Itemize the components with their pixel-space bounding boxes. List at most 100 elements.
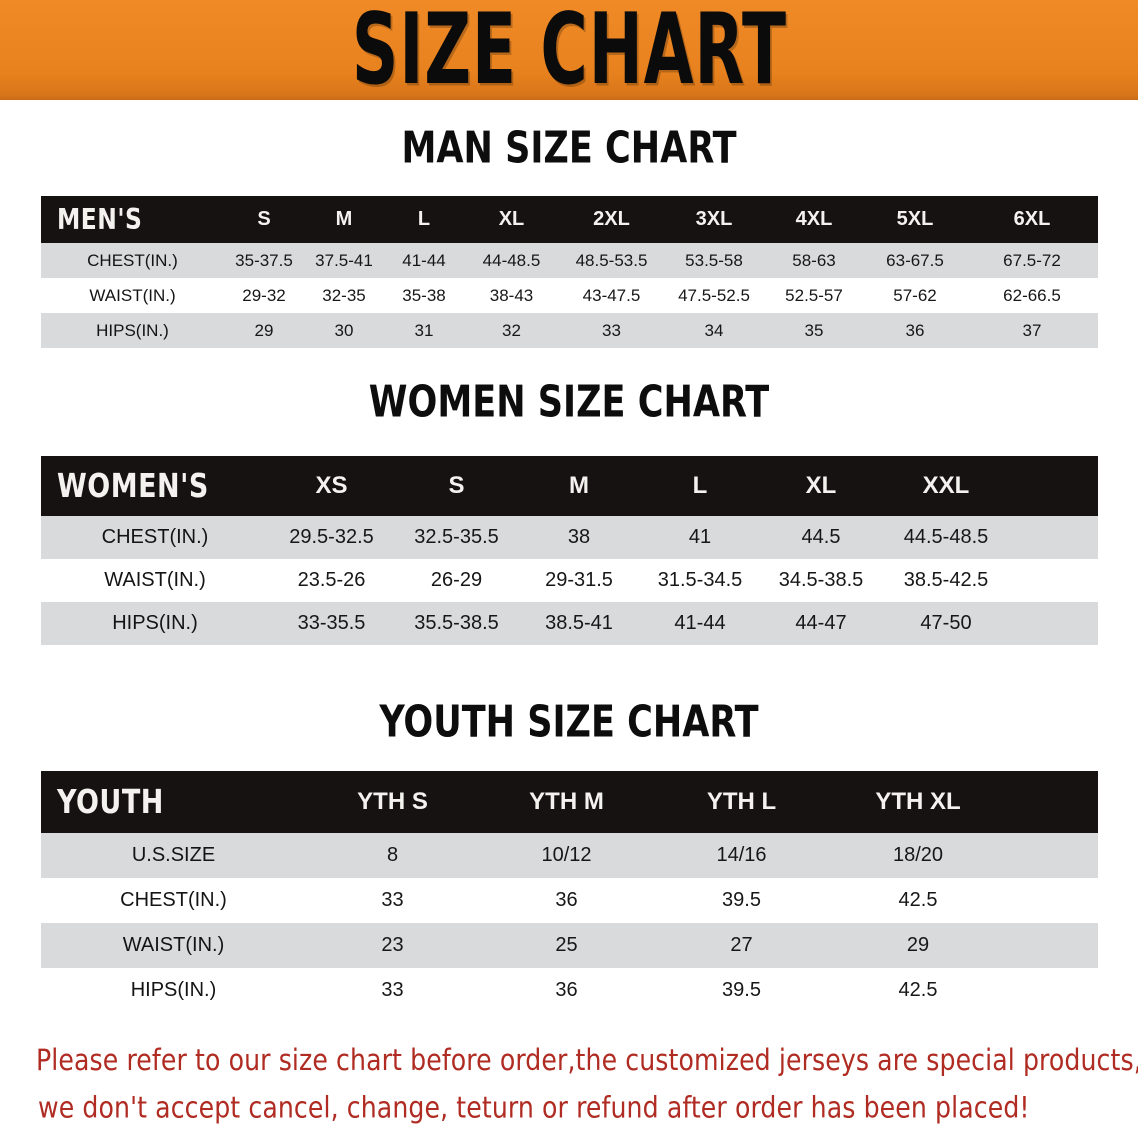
spacer-cell <box>1007 833 1098 878</box>
spacer-cell <box>1011 559 1098 602</box>
cell: 10/12 <box>541 844 592 866</box>
youth-col-header: YTH S <box>357 788 428 815</box>
spacer-cell <box>1011 602 1098 645</box>
cell: 44-48.5 <box>482 250 541 270</box>
cell: 34.5-38.5 <box>778 569 864 591</box>
cell: 39.5 <box>722 889 761 911</box>
cell: 35-37.5 <box>235 250 293 270</box>
women-col-header: S <box>448 472 465 499</box>
cell: 53.5-58 <box>685 250 743 270</box>
women-corner-label: WOMEN'S <box>57 466 209 506</box>
women-col-header: XL <box>805 472 837 499</box>
men-col-header: 2XL <box>593 208 630 230</box>
women-col-header: M <box>569 472 589 499</box>
cell: 32 <box>502 320 521 340</box>
men-col-header: 5XL <box>896 208 934 230</box>
women-section-title: WOMEN SIZE CHART <box>368 377 770 428</box>
spacer-cell <box>1007 968 1098 1013</box>
men-col-header: XL <box>498 208 525 230</box>
youth-col-header: YTH L <box>706 788 777 815</box>
cell: 27 <box>730 934 753 956</box>
men-col-header: 4XL <box>795 208 833 230</box>
table-header-row: MEN'S S M L XL 2XL 3XL 4XL 5XL 6XL <box>41 196 1098 243</box>
men-col-header: 3XL <box>695 208 733 230</box>
women-col-header: L <box>692 472 708 499</box>
cell: 37 <box>1022 320 1042 340</box>
cell: 23.5-26 <box>297 569 366 591</box>
women-col-header: XXL <box>922 472 970 499</box>
cell: 36 <box>555 889 578 911</box>
cell: 42.5 <box>898 979 938 1001</box>
row-label: HIPS(IN.) <box>112 612 198 634</box>
table-row: WAIST(IN.) 29-32 32-35 35-38 38-43 43-47… <box>41 278 1098 313</box>
cell: 57-62 <box>893 285 937 305</box>
cell: 32-35 <box>322 285 366 305</box>
table-row: HIPS(IN.) 29 30 31 32 33 34 35 36 37 <box>41 313 1098 348</box>
spacer-cell <box>1007 771 1098 833</box>
cell: 34 <box>704 320 724 340</box>
cell: 38.5-42.5 <box>903 569 989 591</box>
men-size-table: MEN'S S M L XL 2XL 3XL 4XL 5XL 6XL CHEST… <box>41 196 1098 348</box>
cell: 23 <box>381 934 404 956</box>
cell: 29-31.5 <box>545 569 613 591</box>
cell: 32.5-35.5 <box>414 526 499 548</box>
table-row: WAIST(IN.) 23.5-26 26-29 29-31.5 31.5-34… <box>41 559 1098 602</box>
spacer-cell <box>1007 923 1098 968</box>
disclaimer-line-1: Please refer to our size chart before or… <box>36 1042 1138 1078</box>
cell: 41 <box>688 526 712 548</box>
cell: 8 <box>386 844 399 866</box>
cell: 41-44 <box>402 250 446 270</box>
cell: 31.5-34.5 <box>657 569 743 591</box>
cell: 42.5 <box>898 889 938 911</box>
youth-size-table: YOUTH YTH S YTH M YTH L YTH XL U.S.SIZE … <box>41 771 1098 1013</box>
cell: 35.5-38.5 <box>414 612 499 634</box>
cell: 44.5-48.5 <box>903 526 989 548</box>
row-label: WAIST(IN.) <box>122 934 225 956</box>
table-row: U.S.SIZE 8 10/12 14/16 18/20 <box>41 833 1098 878</box>
cell: 35 <box>804 320 824 340</box>
disclaimer-line-2: we don't accept cancel, change, teturn o… <box>38 1090 1030 1126</box>
cell: 35-38 <box>402 285 446 305</box>
cell: 47-50 <box>920 612 972 634</box>
cell: 48.5-53.5 <box>575 250 648 270</box>
cell: 33 <box>602 320 621 340</box>
youth-col-header: YTH XL <box>875 788 961 815</box>
cell: 31 <box>414 320 434 340</box>
table-row: CHEST(IN.) 29.5-32.5 32.5-35.5 38 41 44.… <box>41 516 1098 559</box>
cell: 39.5 <box>722 979 761 1001</box>
cell: 29 <box>906 934 930 956</box>
cell: 18/20 <box>892 844 944 866</box>
cell: 63-67.5 <box>886 250 944 270</box>
cell: 30 <box>334 320 354 340</box>
cell: 36 <box>555 979 578 1001</box>
youth-section-title: YOUTH SIZE CHART <box>379 697 759 748</box>
cell: 58-63 <box>792 250 836 270</box>
cell: 52.5-57 <box>785 285 843 305</box>
cell: 38-43 <box>489 285 534 305</box>
cell: 29.5-32.5 <box>289 526 374 548</box>
cell: 38.5-41 <box>545 612 613 634</box>
women-col-header: XS <box>315 472 348 499</box>
cell: 44.5 <box>801 526 841 548</box>
men-col-header: M <box>335 208 353 230</box>
cell: 33 <box>381 889 404 911</box>
men-col-header: 6XL <box>1013 208 1051 230</box>
row-label: U.S.SIZE <box>131 844 216 866</box>
table-row: WAIST(IN.) 23 25 27 29 <box>41 923 1098 968</box>
row-label: WAIST(IN.) <box>89 285 176 305</box>
cell: 47.5-52.5 <box>678 285 750 305</box>
row-label: HIPS(IN.) <box>130 979 217 1001</box>
page-banner: SIZE CHART <box>0 0 1138 100</box>
cell: 38 <box>567 526 591 548</box>
cell: 37.5-41 <box>315 250 373 270</box>
table-header-row: YOUTH YTH S YTH M YTH L YTH XL <box>41 771 1098 833</box>
cell: 25 <box>555 934 578 956</box>
row-label: CHEST(IN.) <box>120 889 227 911</box>
disclaimer-text: Please refer to our size chart before or… <box>36 1036 1138 1131</box>
spacer-cell <box>1011 456 1098 516</box>
cell: 36 <box>905 320 925 340</box>
table-row: HIPS(IN.) 33-35.5 35.5-38.5 38.5-41 41-4… <box>41 602 1098 645</box>
men-col-header: S <box>257 208 271 230</box>
row-label: WAIST(IN.) <box>104 569 206 591</box>
